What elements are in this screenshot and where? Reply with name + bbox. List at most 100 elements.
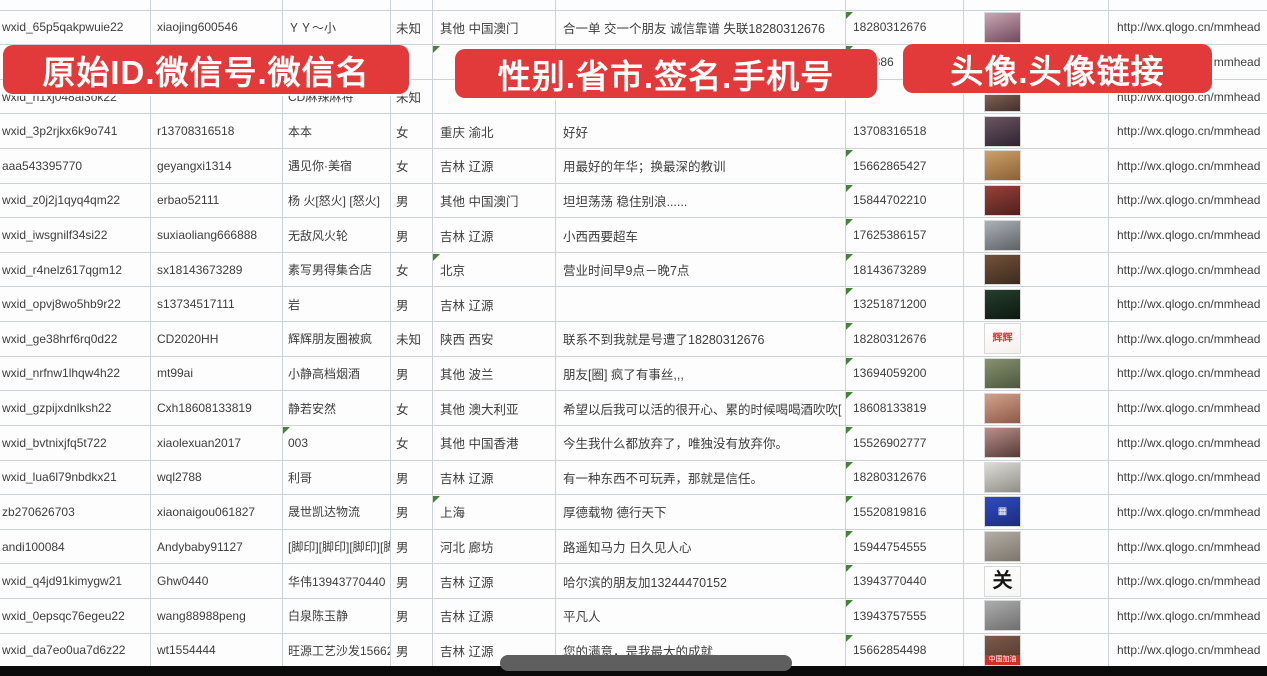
cell-link[interactable]: http://wx.qlogo.cn/mmhead [1108,184,1267,218]
cell-link[interactable]: http://wx.qlogo.cn/mmhead [1108,426,1267,460]
cell-name[interactable]: 003 [282,426,390,460]
cell-wx[interactable]: Ghw0440 [150,564,282,598]
cell-phone[interactable]: 15844702210 [845,184,963,218]
cell-wx[interactable]: xiaonaigou061827 [150,495,282,529]
cell-wx[interactable]: mt99ai [150,357,282,391]
cell-name[interactable]: 旺源工艺沙发15662854 [282,634,390,668]
cell-wxid[interactable]: wxid_ge38hrf6rq0d22 [0,322,150,356]
cell-wxid[interactable]: wxid_nrfnw1lhqw4h22 [0,357,150,391]
cell-sign[interactable]: 合一单 交一个朋友 诚信靠谱 失联18280312676 [555,11,845,45]
cell-region[interactable]: 吉林 辽源 [432,287,555,321]
cell-region[interactable]: 北京 [432,253,555,287]
cell-sign[interactable] [555,287,845,321]
cell-avatar[interactable] [963,461,1108,495]
cell-sign[interactable]: 路遥知马力 日久见人心 [555,530,845,564]
cell-sign[interactable]: 厚德载物 德行天下 [555,495,845,529]
cell-region[interactable]: 其他 中国澳门 [432,184,555,218]
cell-wx[interactable]: Andybaby91127 [150,530,282,564]
cell-sex[interactable]: 男 [390,634,432,668]
cell-wxid[interactable]: wxid_r4nelz617qgm12 [0,253,150,287]
cell-sign[interactable]: 用最好的年华；换最深的教训 [555,149,845,183]
cell-region[interactable]: 其他 澳大利亚 [432,391,555,425]
cell-link[interactable]: http://wx.qlogo.cn/mmhead [1108,634,1267,668]
cell-wxid[interactable]: zb270626703 [0,495,150,529]
cell-sex[interactable]: 男 [390,218,432,252]
cell-sex[interactable]: 男 [390,357,432,391]
cell-wxid[interactable]: wxid_gzpijxdnlksh22 [0,391,150,425]
cell-wxid[interactable]: wxid_opvj8wo5hb9r22 [0,287,150,321]
cell-name[interactable]: [脚印][脚印][脚印][脚[ [282,530,390,564]
cell-wxid[interactable]: wxid_da7eo0ua7d6z22 [0,634,150,668]
cell-region[interactable]: 吉林 辽源 [432,634,555,668]
cell-wx[interactable]: r13708316518 [150,114,282,148]
cell-link[interactable]: http://wx.qlogo.cn/mmhead [1108,599,1267,633]
cell-sign[interactable]: 朋友[圈] 疯了有事丝,,, [555,357,845,391]
cell-region[interactable]: 其他 中国香港 [432,426,555,460]
cell-wxid[interactable]: wxid_3p2rjkx6k9o741 [0,114,150,148]
cell-avatar[interactable] [963,426,1108,460]
cell-phone[interactable]: 18280312676 [845,11,963,45]
cell-region[interactable]: 吉林 辽源 [432,149,555,183]
cell-sex[interactable]: 女 [390,391,432,425]
cell-phone[interactable]: 13943757555 [845,599,963,633]
cell-wx[interactable]: geyangxi1314 [150,149,282,183]
cell-phone[interactable]: 15944754555 [845,530,963,564]
cell-wxid[interactable]: wxid_q4jd91kimygw21 [0,564,150,598]
cell-avatar[interactable]: 辉辉 [963,322,1108,356]
cell-sign[interactable]: 今生我什么都放弃了，唯独没有放弃你。 [555,426,845,460]
cell-sex[interactable]: 男 [390,461,432,495]
cell-region[interactable]: 陕西 西安 [432,322,555,356]
cell-sign[interactable]: 营业时间早9点－晚7点 [555,253,845,287]
cell-avatar[interactable] [963,184,1108,218]
cell-avatar[interactable] [963,149,1108,183]
cell-avatar[interactable]: ▦ [963,495,1108,529]
cell-link[interactable]: http://wx.qlogo.cn/mmhead [1108,357,1267,391]
cell-phone[interactable]: 18608133819 [845,391,963,425]
cell-sex[interactable]: 未知 [390,11,432,45]
cell-link[interactable]: http://wx.qlogo.cn/mmhead [1108,218,1267,252]
cell-wxid[interactable]: wxid_z0j2j1qyq4qm22 [0,184,150,218]
cell-phone[interactable]: 13943770440 [845,564,963,598]
cell-link[interactable]: http://wx.qlogo.cn/mmhead [1108,322,1267,356]
cell-link[interactable]: http://wx.qlogo.cn/mmhead [1108,287,1267,321]
cell-region[interactable]: 上海 [432,495,555,529]
cell-phone[interactable]: 15526902777 [845,426,963,460]
cell-wx[interactable]: xiaojing600546 [150,11,282,45]
cell-sign[interactable]: 小西西要超车 [555,218,845,252]
cell-link[interactable]: http://wx.qlogo.cn/mmhead [1108,530,1267,564]
cell-name[interactable]: 白泉陈玉静 [282,599,390,633]
cell-sex[interactable]: 男 [390,530,432,564]
cell-wx[interactable]: Cxh18608133819 [150,391,282,425]
cell-name[interactable]: 无敌风火轮 [282,218,390,252]
cell-wxid[interactable]: wxid_65p5qakpwuie22 [0,11,150,45]
cell-avatar[interactable] [963,11,1108,45]
cell-avatar[interactable] [963,391,1108,425]
cell-name[interactable]: 静若安然 [282,391,390,425]
cell-region[interactable] [432,45,555,79]
cell-link[interactable]: http://wx.qlogo.cn/mmhead [1108,149,1267,183]
cell-wx[interactable]: CD2020HH [150,322,282,356]
cell-region[interactable]: 其他 中国澳门 [432,11,555,45]
cell-wxid[interactable]: wxid_0epsqc76egeu22 [0,599,150,633]
cell-phone[interactable]: 13694059200 [845,357,963,391]
cell-name[interactable]: 华伟13943770440 [282,564,390,598]
cell-sex[interactable]: 女 [390,149,432,183]
cell-sex[interactable]: 男 [390,287,432,321]
cell-sex[interactable]: 女 [390,114,432,148]
cell-name[interactable]: 岩 [282,287,390,321]
cell-sign[interactable]: 好好 [555,114,845,148]
cell-phone[interactable]: 18280312676 [845,461,963,495]
cell-link[interactable]: http://wx.qlogo.cn/mmhead [1108,80,1267,114]
cell-region[interactable]: 吉林 辽源 [432,564,555,598]
cell-name[interactable]: 本本 [282,114,390,148]
cell-sign[interactable]: 有一种东西不可玩弄，那就是信任。 [555,461,845,495]
cell-sex[interactable]: 男 [390,495,432,529]
cell-sex[interactable]: 未知 [390,80,432,114]
cell-phone[interactable]: 18280312676 [845,322,963,356]
cell-name[interactable]: 小静高档烟酒 [282,357,390,391]
cell-wx[interactable]: wang88988peng [150,599,282,633]
cell-link[interactable]: http://wx.qlogo.cn/mmhead [1108,495,1267,529]
cell-phone[interactable]: 15662865427 [845,149,963,183]
cell-wxid[interactable]: wxid_iwsgnilf34si22 [0,218,150,252]
cell-sex[interactable]: 女 [390,426,432,460]
